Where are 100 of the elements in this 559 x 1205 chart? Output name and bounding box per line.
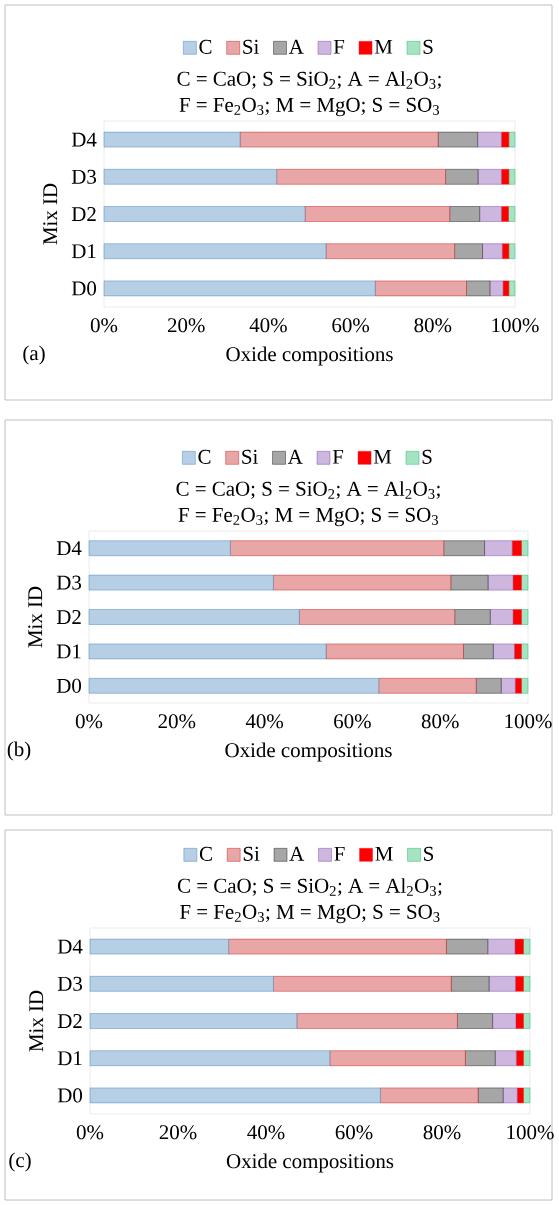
bar <box>450 574 489 591</box>
legend-label: C <box>199 39 212 54</box>
bar <box>103 206 306 222</box>
bar <box>88 609 300 625</box>
bar <box>514 938 524 955</box>
bar <box>515 678 522 694</box>
bar <box>329 1050 466 1066</box>
bar <box>521 609 529 625</box>
bar <box>523 1050 531 1066</box>
bar <box>523 1087 531 1104</box>
text: (b) <box>7 741 31 761</box>
bar <box>487 938 516 955</box>
bar <box>517 1087 524 1104</box>
bar <box>477 131 502 148</box>
x-axis-title: Oxide compositions <box>226 1153 394 1173</box>
bar <box>457 1013 493 1029</box>
y-tick-label: D0 <box>56 678 82 693</box>
legend-label: M <box>375 846 393 861</box>
x-tick-label: 100% <box>492 318 539 333</box>
legend-label: F <box>332 449 344 464</box>
text: F = Fe$_{2}$O$_{3}$; M = MgO; S = SO$_{3}$ <box>180 904 440 924</box>
x-tick-label: 40% <box>247 1125 285 1140</box>
bar <box>89 1013 297 1029</box>
legend-label: F <box>333 39 345 54</box>
legend-label: Si <box>243 846 260 861</box>
x-tick-label: 60% <box>332 318 370 333</box>
text: (a) <box>23 345 45 365</box>
x-tick-label: 0% <box>76 1125 104 1140</box>
bar <box>489 280 504 297</box>
bar <box>495 1050 517 1066</box>
bar <box>523 938 531 955</box>
bar <box>488 976 516 992</box>
bar <box>508 243 516 259</box>
bar <box>465 1050 496 1066</box>
bar <box>502 1087 518 1104</box>
bar <box>477 1087 504 1104</box>
legend-label: C <box>199 846 212 861</box>
bar <box>479 206 502 222</box>
bar <box>103 131 241 148</box>
y-tick-label: D3 <box>56 575 81 590</box>
x-tick-label: 100% <box>507 1125 554 1140</box>
bar <box>103 243 327 259</box>
bar <box>515 1013 524 1029</box>
bar <box>273 574 451 591</box>
legend-label: A <box>287 449 303 464</box>
bar <box>502 243 510 259</box>
bar <box>325 643 464 660</box>
y-tick-label: D4 <box>57 939 83 954</box>
bar <box>230 540 444 556</box>
bar <box>239 131 439 148</box>
y-axis-title: Mix ID <box>43 183 58 245</box>
bar <box>299 609 455 625</box>
bar <box>490 609 514 625</box>
bar <box>512 609 522 625</box>
bar <box>88 540 231 556</box>
bar <box>515 976 524 992</box>
bar <box>89 976 274 992</box>
bar <box>484 540 513 556</box>
x-tick-label: 80% <box>423 1125 461 1140</box>
y-axis-title: Mix ID <box>29 990 44 1052</box>
bar <box>103 280 376 297</box>
bar <box>512 540 522 556</box>
y-tick-label: D2 <box>56 610 81 624</box>
y-tick-label: D2 <box>57 1014 82 1028</box>
legend-label: M <box>373 449 392 464</box>
bar <box>378 678 477 694</box>
bar <box>88 574 274 591</box>
bar <box>437 131 478 148</box>
x-tick-label: 60% <box>334 714 371 729</box>
text: C = CaO; S = SiO$_{2}$; A = Al$_{2}$O$_{3}$; <box>177 71 441 89</box>
x-tick-label: 80% <box>414 318 452 333</box>
bar <box>89 1050 330 1066</box>
bar <box>521 678 529 694</box>
bar <box>443 540 485 556</box>
bar <box>477 169 502 185</box>
bar <box>521 574 529 591</box>
bar <box>273 976 452 992</box>
bar <box>514 643 522 660</box>
y-tick-label: D1 <box>57 1051 82 1066</box>
bar <box>508 280 516 297</box>
x-tick-label: 0% <box>90 318 118 333</box>
bar <box>466 280 491 297</box>
bar <box>380 1087 479 1104</box>
bar <box>521 540 529 556</box>
text: F = Fe$_{2}$O$_{3}$; M = MgO; S = SO$_{3}$ <box>179 97 440 117</box>
bar <box>501 678 516 694</box>
legend-label: S <box>424 846 434 861</box>
y-tick-label: D3 <box>71 169 96 184</box>
bar <box>296 1013 458 1029</box>
legend-label: A <box>289 846 305 861</box>
y-tick-label: D0 <box>71 281 97 296</box>
bar <box>501 169 510 185</box>
bar <box>451 976 490 992</box>
bar <box>445 169 479 185</box>
bar <box>446 938 488 955</box>
bar <box>89 1087 381 1104</box>
bar <box>88 678 379 694</box>
bar <box>508 169 516 185</box>
x-axis-title: Oxide compositions <box>226 346 393 366</box>
y-axis-title: Mix ID <box>28 586 43 648</box>
